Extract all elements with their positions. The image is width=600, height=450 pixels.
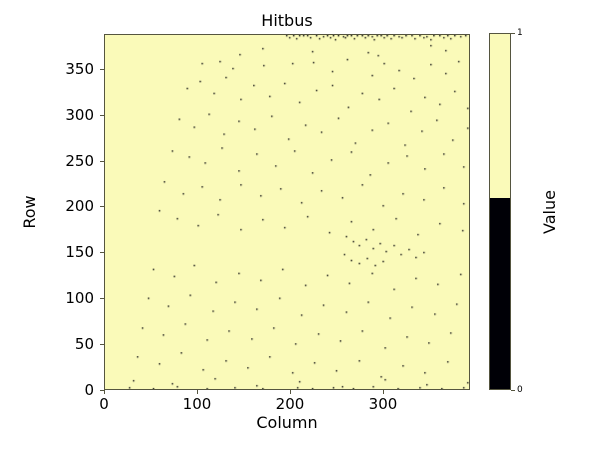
y-tick-label: 0 (84, 381, 94, 399)
y-tick-label: 250 (65, 152, 94, 170)
y-tick-mark (100, 161, 104, 162)
y-axis-label: Row (20, 195, 39, 229)
colorbar-segment-value-1 (490, 34, 510, 198)
x-tick-label: 300 (368, 395, 398, 413)
x-tick-mark (290, 390, 291, 394)
x-tick-label: 100 (182, 395, 212, 413)
y-tick-label: 200 (65, 197, 94, 215)
colorbar-segment-value-0 (490, 198, 510, 389)
heatmap-image (105, 35, 469, 389)
y-tick-label: 50 (74, 335, 94, 353)
y-tick-label: 300 (65, 106, 94, 124)
y-tick-label: 350 (65, 60, 94, 78)
colorbar-tick-label: 1 (517, 28, 523, 38)
chart-title: Hitbus (261, 11, 313, 30)
y-tick-mark (100, 69, 104, 70)
colorbar-tick-mark (511, 390, 515, 391)
x-tick-label: 200 (275, 395, 305, 413)
y-tick-mark (100, 252, 104, 253)
x-tick-mark (383, 390, 384, 394)
colorbar-tick-label: 0 (517, 385, 523, 395)
y-tick-mark (100, 298, 104, 299)
colorbar-label: Value (540, 190, 559, 234)
y-tick-mark (100, 390, 104, 391)
heatmap-plot-area[interactable] (104, 34, 470, 390)
x-tick-label: 0 (99, 395, 109, 413)
x-tick-mark (104, 390, 105, 394)
y-tick-mark (100, 206, 104, 207)
x-axis-label: Column (256, 413, 318, 432)
y-tick-label: 150 (65, 243, 94, 261)
y-tick-label: 100 (65, 289, 94, 307)
y-tick-mark (100, 115, 104, 116)
colorbar-tick-mark (511, 33, 515, 34)
y-tick-mark (100, 344, 104, 345)
x-tick-mark (197, 390, 198, 394)
colorbar[interactable] (489, 33, 511, 390)
